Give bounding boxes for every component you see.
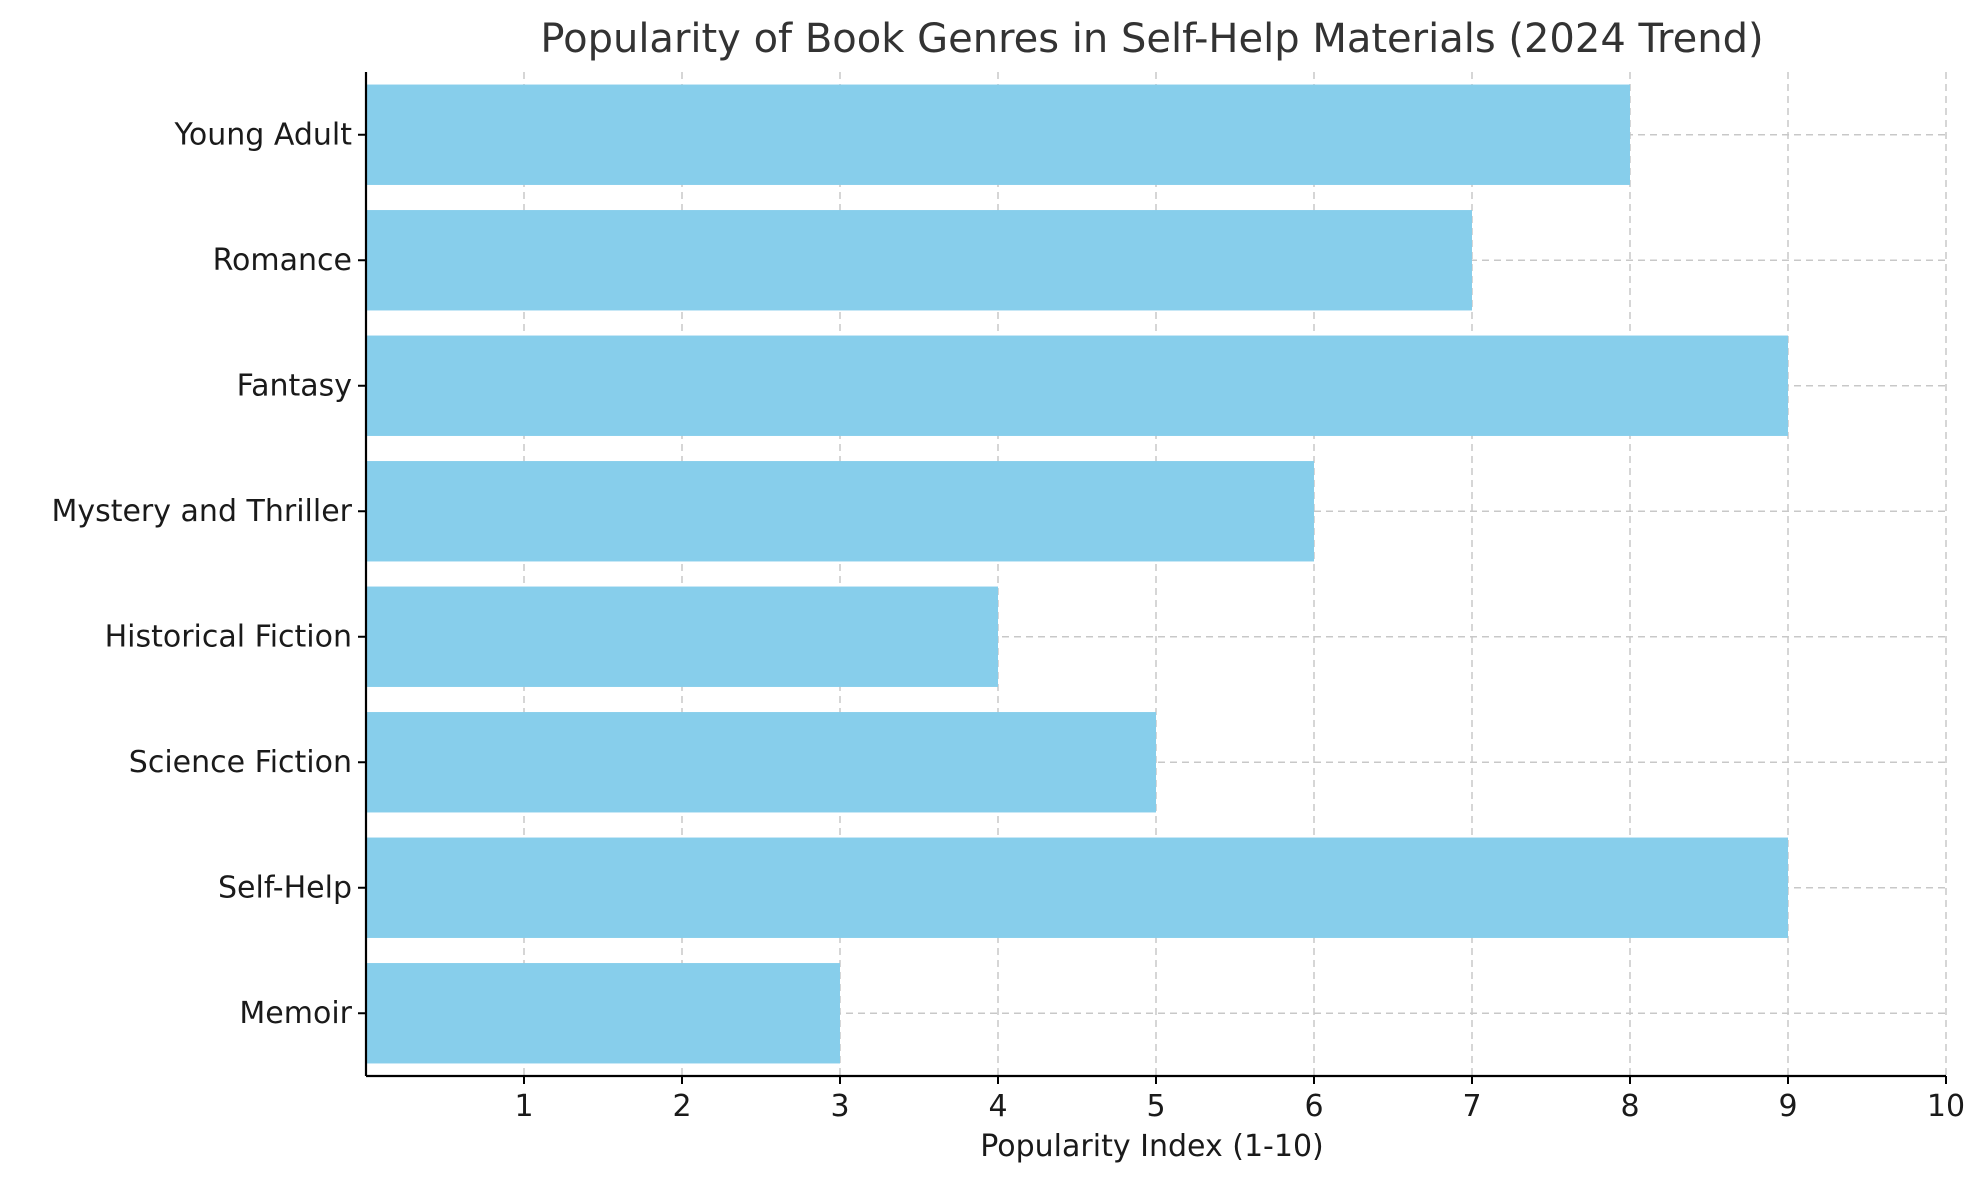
y-tick-label: Mystery and Thriller — [51, 494, 352, 529]
x-tick-label: 10 — [1927, 1089, 1965, 1124]
x-tick-label: 9 — [1778, 1089, 1797, 1124]
y-tick-label: Fantasy — [237, 368, 352, 403]
y-tick-label: Historical Fiction — [105, 619, 352, 654]
y-tick-label: Romance — [213, 243, 352, 278]
y-tick-label: Science Fiction — [129, 745, 352, 780]
x-tick-label: 5 — [1146, 1089, 1165, 1124]
x-tick-labels: 1 2 3 4 5 6 7 8 9 10 — [514, 1076, 1965, 1124]
bar-mystery-and-thriller — [366, 461, 1314, 562]
bar-historical-fiction — [366, 586, 998, 687]
x-tick-label: 4 — [988, 1089, 1007, 1124]
y-tick-label: Self-Help — [218, 870, 352, 905]
bars — [366, 84, 1788, 1064]
chart-title: Popularity of Book Genres in Self-Help M… — [540, 16, 1763, 62]
x-tick-label: 2 — [672, 1089, 691, 1124]
bar-memoir — [366, 963, 840, 1064]
y-tick-label: Memoir — [239, 996, 352, 1031]
x-tick-label: 1 — [514, 1089, 533, 1124]
bar-young-adult — [366, 84, 1630, 185]
bar-science-fiction — [366, 712, 1156, 813]
x-tick-label: 8 — [1620, 1089, 1639, 1124]
y-tick-label: Young Adult — [174, 117, 353, 152]
y-tick-labels: Memoir Self-Help Science Fiction Historical… — [51, 117, 366, 1031]
bar-romance — [366, 210, 1472, 311]
bar-self-help — [366, 837, 1788, 938]
x-axis-label: Popularity Index (1-10) — [980, 1129, 1324, 1164]
bar-fantasy — [366, 335, 1788, 436]
x-tick-label: 3 — [830, 1089, 849, 1124]
x-tick-label: 7 — [1462, 1089, 1481, 1124]
x-tick-label: 6 — [1304, 1089, 1323, 1124]
